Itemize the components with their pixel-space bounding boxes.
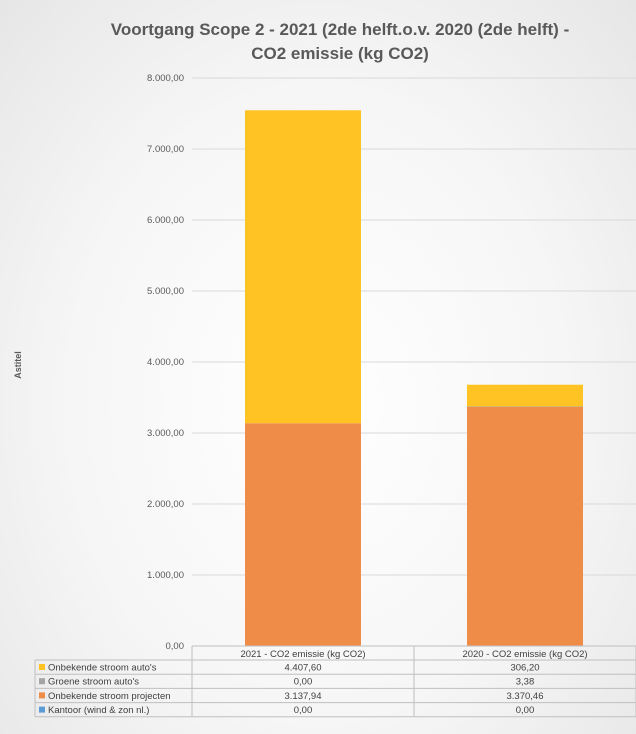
bar-segment <box>245 423 361 646</box>
y-tick-label: 8.000,00 <box>147 73 184 84</box>
bar-segment <box>467 406 583 407</box>
y-tick-label: 3.000,00 <box>147 428 184 439</box>
data-table-value: 0,00 <box>516 705 535 716</box>
y-tick-label: 4.000,00 <box>147 357 184 368</box>
bar-segment <box>467 384 583 407</box>
bar-segment <box>467 406 583 646</box>
chart-title: Voortgang Scope 2 - 2021 (2de helft.o.v.… <box>60 18 620 66</box>
legend-label: Groene stroom auto's <box>48 677 139 688</box>
y-tick-label: 1.000,00 <box>147 570 184 581</box>
legend-label: Kantoor (wind & zon nl.) <box>48 705 149 716</box>
y-tick-label: 7.000,00 <box>147 144 184 155</box>
legend-key <box>39 678 45 685</box>
chart-title-line-1: Voortgang Scope 2 - 2021 (2de helft.o.v.… <box>110 20 570 39</box>
data-table-value: 3,38 <box>516 677 535 688</box>
y-tick-label: 0,00 <box>166 641 185 652</box>
data-table-value: 0,00 <box>294 705 313 716</box>
legend-key <box>39 664 45 670</box>
data-table-value: 3.137,94 <box>285 691 322 702</box>
table-column-header: 2021 - CO2 emissie (kg CO2) <box>240 649 365 660</box>
legend-key <box>39 692 45 699</box>
bar-segment <box>245 110 361 424</box>
data-table-value: 0,00 <box>294 677 313 688</box>
data-table-value: 4.407,60 <box>285 663 322 674</box>
legend-label: Onbekende stroom auto's <box>48 663 157 674</box>
legend-key <box>39 706 45 713</box>
legend-label: Onbekende stroom projecten <box>48 691 171 702</box>
y-tick-label: 2.000,00 <box>147 499 184 510</box>
data-table-value: 306,20 <box>510 663 539 674</box>
y-tick-label: 5.000,00 <box>147 286 184 297</box>
y-tick-label: 6.000,00 <box>147 215 184 226</box>
table-column-header: 2020 - CO2 emissie (kg CO2) <box>462 649 587 660</box>
chart-title-line-2: CO2 emissie (kg CO2) <box>251 44 429 63</box>
data-table-value: 3.370,46 <box>507 691 544 702</box>
